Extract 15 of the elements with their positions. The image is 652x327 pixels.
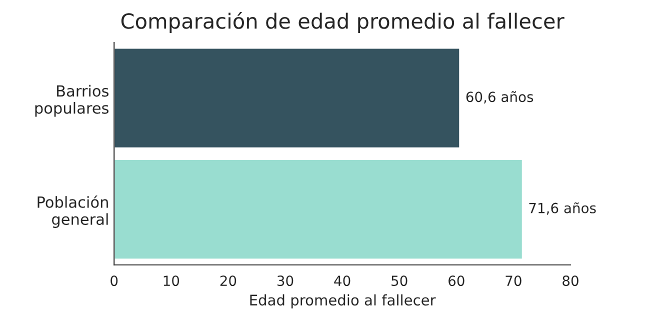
x-tick-label: 70 xyxy=(506,276,522,286)
x-tick-label: 50 xyxy=(392,276,408,286)
data-label: 71,6 años xyxy=(529,202,596,215)
x-tick-label: 30 xyxy=(277,276,294,286)
x-tick-label: 80 xyxy=(562,276,578,286)
x-tick-label: 20 xyxy=(220,276,236,286)
x-tick-label: 0 xyxy=(110,276,118,286)
x-tick-label: 60 xyxy=(448,276,464,286)
y-tick-label: Barrios populares xyxy=(35,84,108,117)
x-tick-label: 40 xyxy=(334,276,350,286)
x-tick-label: 10 xyxy=(164,276,180,286)
x-axis-title: Edad promedio al fallecer xyxy=(250,294,436,308)
y-tick-label: Población general xyxy=(38,195,108,228)
data-label: 60,6 años xyxy=(466,91,534,104)
chart-title: Comparación de edad promedio al fallecer xyxy=(121,12,564,33)
